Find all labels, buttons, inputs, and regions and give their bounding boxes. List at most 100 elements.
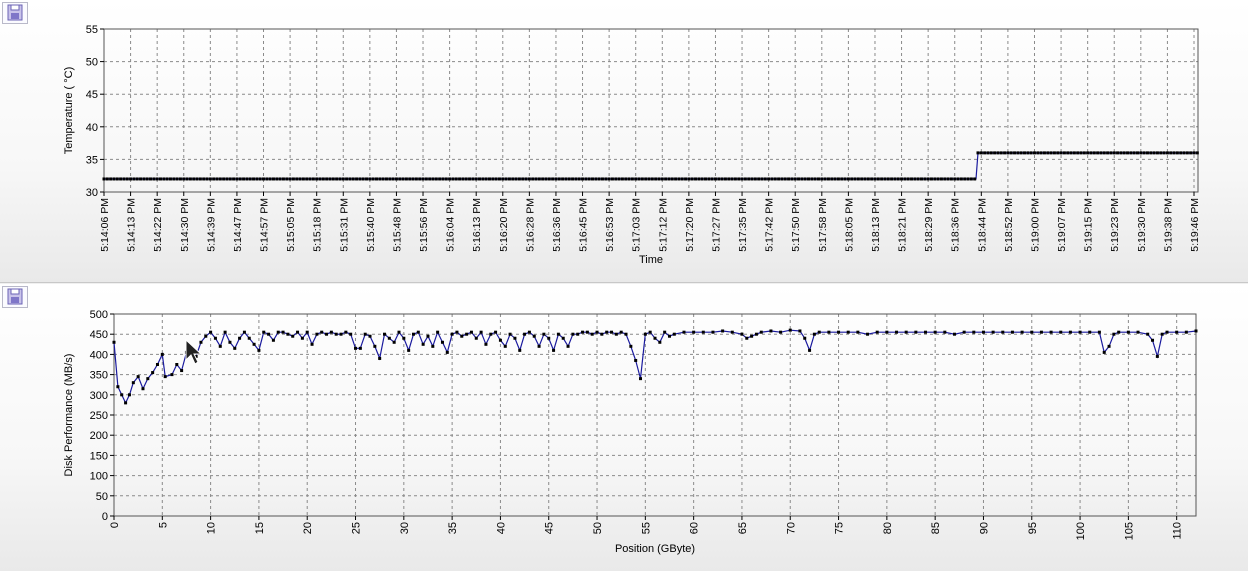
data-point bbox=[407, 348, 411, 352]
data-point bbox=[576, 332, 580, 336]
data-point bbox=[1136, 330, 1140, 334]
data-point bbox=[750, 334, 754, 338]
data-point bbox=[192, 177, 196, 181]
data-point bbox=[653, 336, 657, 340]
x-tick-label: 10 bbox=[206, 522, 218, 534]
data-point bbox=[564, 177, 568, 181]
x-tick-label: 75 bbox=[834, 522, 846, 534]
save-disk-chart-button[interactable] bbox=[2, 286, 28, 308]
data-point bbox=[484, 177, 488, 181]
data-point bbox=[687, 177, 691, 181]
x-tick-label: 5:17:12 PM bbox=[657, 198, 669, 252]
data-point bbox=[541, 177, 545, 181]
data-point bbox=[670, 177, 674, 181]
x-tick-label: 5:16:04 PM bbox=[445, 198, 457, 252]
data-point bbox=[408, 177, 412, 181]
data-point bbox=[315, 332, 319, 336]
data-point bbox=[534, 177, 538, 181]
data-point bbox=[349, 332, 353, 336]
data-point bbox=[1151, 338, 1155, 342]
data-point bbox=[993, 151, 997, 155]
data-point bbox=[658, 340, 662, 344]
data-point bbox=[639, 377, 643, 381]
x-tick-label: 5:17:20 PM bbox=[684, 198, 696, 252]
x-tick-label: 5:16:20 PM bbox=[498, 198, 510, 252]
data-point bbox=[508, 332, 512, 336]
data-point bbox=[647, 177, 651, 181]
data-point bbox=[235, 177, 239, 181]
y-tick-label: 45 bbox=[86, 89, 98, 101]
x-tick-label: 5:15:56 PM bbox=[418, 198, 430, 252]
data-point bbox=[876, 177, 880, 181]
y-tick-label: 100 bbox=[90, 471, 108, 483]
data-point bbox=[1102, 350, 1106, 354]
data-point bbox=[552, 348, 556, 352]
data-point bbox=[1179, 151, 1183, 155]
data-point bbox=[863, 177, 867, 181]
data-point bbox=[255, 177, 259, 181]
data-point bbox=[875, 330, 879, 334]
data-point bbox=[489, 332, 493, 336]
data-point bbox=[262, 330, 266, 334]
data-point bbox=[826, 177, 830, 181]
data-point bbox=[956, 177, 960, 181]
data-point bbox=[361, 177, 365, 181]
x-tick-label: 5:18:21 PM bbox=[897, 198, 909, 252]
data-point bbox=[610, 177, 614, 181]
y-tick-label: 350 bbox=[90, 370, 108, 382]
data-point bbox=[1082, 151, 1086, 155]
y-tick-label: 50 bbox=[96, 491, 108, 503]
data-point bbox=[358, 346, 362, 350]
data-point bbox=[833, 177, 837, 181]
data-point bbox=[311, 177, 315, 181]
x-tick-label: 30 bbox=[399, 522, 411, 534]
data-point bbox=[392, 340, 396, 344]
data-point bbox=[119, 177, 123, 181]
data-point bbox=[620, 177, 624, 181]
data-point bbox=[896, 177, 900, 181]
data-point bbox=[690, 177, 694, 181]
data-point bbox=[843, 177, 847, 181]
x-tick-label: 5:19:07 PM bbox=[1056, 198, 1068, 252]
data-point bbox=[710, 177, 714, 181]
data-point bbox=[1162, 151, 1166, 155]
data-point bbox=[926, 177, 930, 181]
data-point bbox=[1010, 330, 1014, 334]
data-point bbox=[973, 177, 977, 181]
data-point bbox=[1003, 151, 1007, 155]
data-point bbox=[328, 177, 332, 181]
data-point bbox=[487, 177, 491, 181]
data-point bbox=[441, 177, 445, 181]
data-point bbox=[979, 151, 983, 155]
temperature-chart: 30 35 40 45 50 55 5:14:06 PM 5:14:13 PM 5:14:22 … bbox=[63, 24, 1201, 266]
data-point bbox=[1076, 151, 1080, 155]
data-point bbox=[513, 336, 517, 340]
data-point bbox=[790, 177, 794, 181]
data-point bbox=[640, 177, 644, 181]
data-point bbox=[517, 177, 521, 181]
data-point bbox=[554, 177, 558, 181]
data-point bbox=[654, 177, 658, 181]
data-point bbox=[614, 332, 618, 336]
data-point bbox=[713, 177, 717, 181]
data-point bbox=[507, 177, 511, 181]
data-point bbox=[532, 334, 536, 338]
data-point bbox=[1019, 151, 1023, 155]
data-point bbox=[120, 393, 124, 397]
data-point bbox=[378, 356, 382, 360]
data-point bbox=[983, 151, 987, 155]
x-tick-label: 70 bbox=[785, 522, 797, 534]
y-tick-label: 40 bbox=[86, 122, 98, 134]
data-point bbox=[750, 177, 754, 181]
y-tick-label: 500 bbox=[90, 309, 108, 321]
y-tick-label: 450 bbox=[90, 329, 108, 341]
x-tick-label: 5:19:30 PM bbox=[1136, 198, 1148, 252]
data-point bbox=[112, 177, 116, 181]
data-point bbox=[521, 177, 525, 181]
data-point bbox=[584, 177, 588, 181]
x-tick-label: 5:17:35 PM bbox=[737, 198, 749, 252]
data-point bbox=[627, 177, 631, 181]
save-temperature-chart-button[interactable] bbox=[2, 2, 28, 24]
data-point bbox=[1172, 151, 1176, 155]
data-point bbox=[139, 177, 143, 181]
